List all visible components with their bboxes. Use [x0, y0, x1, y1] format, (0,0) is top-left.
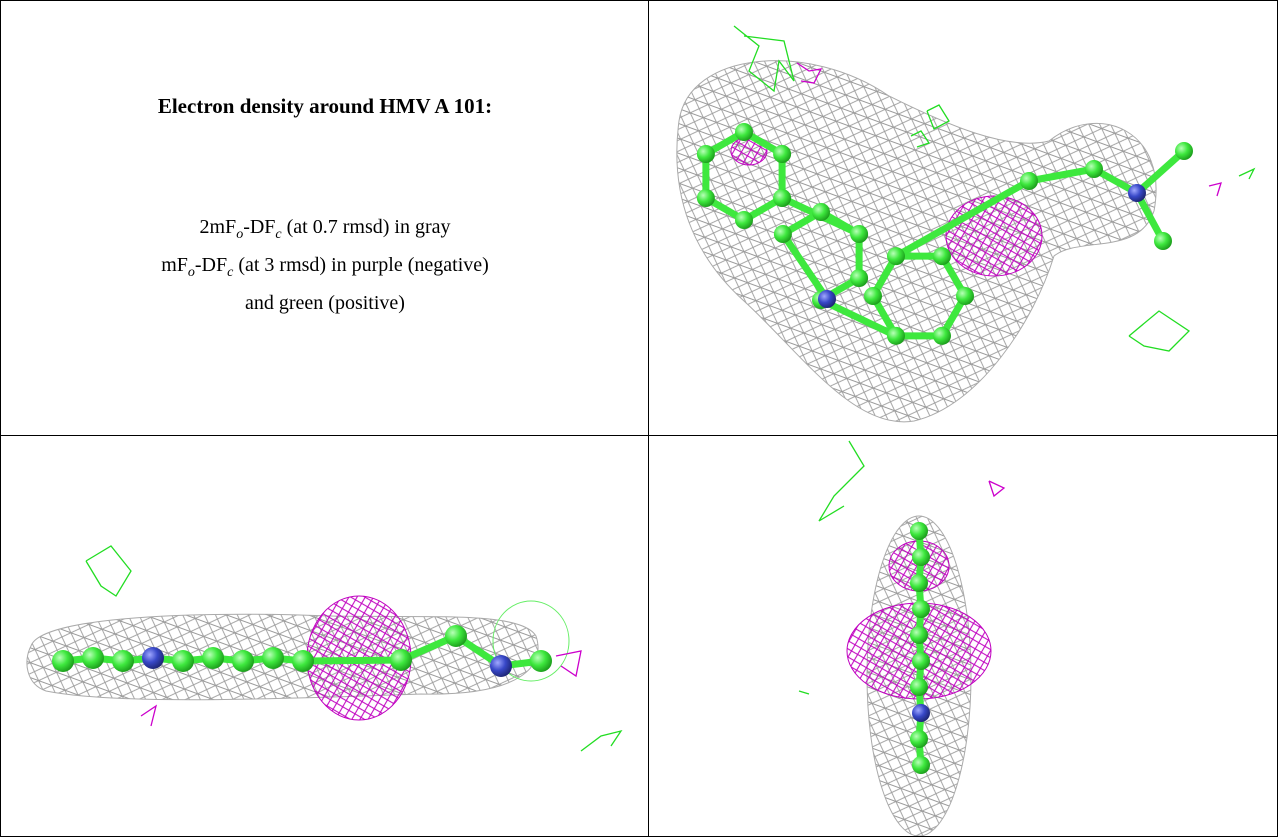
- negative-density: [945, 195, 1043, 277]
- difference-density: [1128, 310, 1191, 352]
- carbon-atom: [445, 625, 467, 647]
- carbon-atom: [850, 225, 869, 243]
- carbon-atom: [910, 626, 928, 644]
- carbon-atom: [735, 123, 753, 141]
- bond: [779, 230, 831, 303]
- subscript: c: [275, 227, 282, 242]
- carbon-atom: [112, 650, 134, 672]
- carbon-atom: [910, 574, 928, 592]
- difference-density: [85, 545, 132, 597]
- carbon-atom: [887, 247, 905, 266]
- carbon-atom: [812, 203, 830, 221]
- carbon-atom: [172, 650, 194, 672]
- difference-density: [140, 704, 158, 727]
- text: 2mF: [199, 216, 237, 238]
- density-view-side: [26, 545, 623, 752]
- density-view-end: [798, 440, 1006, 836]
- text: -DF: [243, 216, 276, 238]
- carbon-atom: [1175, 142, 1193, 160]
- difference-density: [798, 690, 810, 695]
- difference-density: [926, 104, 950, 130]
- carbon-atom: [696, 145, 715, 163]
- caption-line: 2mFo-DFc (at 0.7 rmsd) in gray: [2, 212, 648, 250]
- difference-density: [580, 729, 623, 752]
- difference-density: [818, 440, 865, 522]
- bond: [1133, 147, 1188, 197]
- carbon-atom: [696, 189, 715, 207]
- carbon-atom: [232, 650, 254, 672]
- carbon-atom: [390, 649, 412, 671]
- carbon-atom: [912, 600, 930, 618]
- caption-lines: 2mFo-DFc (at 0.7 rmsd) in gray mFo-DFc (…: [2, 212, 648, 319]
- carbon-atom: [933, 247, 951, 266]
- subscript: o: [236, 227, 244, 242]
- carbon-atom: [773, 145, 792, 163]
- carbon-atom: [912, 652, 930, 670]
- caption-title: Electron density around HMV A 101:: [157, 94, 493, 118]
- bond: [892, 177, 1033, 260]
- border-left: [0, 0, 1, 837]
- difference-density: [910, 130, 931, 148]
- carbon-atom: [850, 269, 869, 287]
- bond: [299, 656, 405, 665]
- difference-density: [1238, 167, 1256, 180]
- carbon-atom: [933, 326, 951, 345]
- carbon-atom: [1085, 160, 1103, 178]
- difference-density: [555, 650, 582, 678]
- caption-line: mFo-DFc (at 3 rmsd) in purple (negative): [2, 250, 648, 288]
- bond: [1025, 165, 1098, 185]
- border-middle: [648, 0, 649, 837]
- nitrogen-atom: [912, 704, 930, 722]
- carbon-atom: [910, 522, 928, 540]
- carbon-atom: [910, 730, 928, 748]
- carbon-atom: [1020, 172, 1038, 190]
- subscript: c: [227, 265, 234, 280]
- carbon-atom: [82, 647, 104, 669]
- carbon-atom: [864, 287, 882, 305]
- difference-density: [1208, 182, 1222, 197]
- caption: Electron density around HMV A 101: 2mFo-…: [2, 0, 648, 435]
- text: mF: [161, 254, 188, 276]
- carbon-atom: [1154, 232, 1172, 250]
- difference-density: [988, 480, 1006, 498]
- carbon-atom: [735, 211, 753, 229]
- text: (at 3 rmsd) in purple (negative): [233, 254, 489, 276]
- carbon-atom: [292, 650, 314, 672]
- border-row: [0, 435, 1278, 436]
- difference-density: [733, 25, 795, 93]
- bond: [1133, 189, 1167, 245]
- carbon-atom: [530, 650, 552, 672]
- caption-line: and green (positive): [2, 288, 648, 319]
- carbon-atom: [52, 650, 74, 672]
- bond: [817, 296, 900, 340]
- density-view-top: [676, 25, 1256, 423]
- nitrogen-atom: [818, 290, 836, 308]
- carbon-atom: [773, 189, 792, 207]
- difference-density: [796, 62, 823, 84]
- text: -DF: [194, 254, 228, 276]
- carbon-atom: [956, 287, 974, 305]
- text: (at 0.7 rmsd) in gray: [281, 216, 451, 238]
- text: and green (positive): [245, 292, 405, 314]
- nitrogen-atom: [490, 655, 512, 677]
- nitrogen-atom: [142, 647, 164, 669]
- carbon-atom: [773, 225, 792, 243]
- carbon-atom: [910, 678, 928, 696]
- carbon-atom: [912, 548, 930, 566]
- carbon-atom: [202, 647, 224, 669]
- positive-density: [492, 600, 570, 682]
- carbon-atom: [887, 326, 905, 345]
- carbon-atom: [912, 756, 930, 774]
- border-top: [0, 0, 1278, 1]
- nitrogen-atom: [1128, 184, 1146, 202]
- subscript: o: [187, 265, 195, 280]
- carbon-atom: [262, 647, 284, 669]
